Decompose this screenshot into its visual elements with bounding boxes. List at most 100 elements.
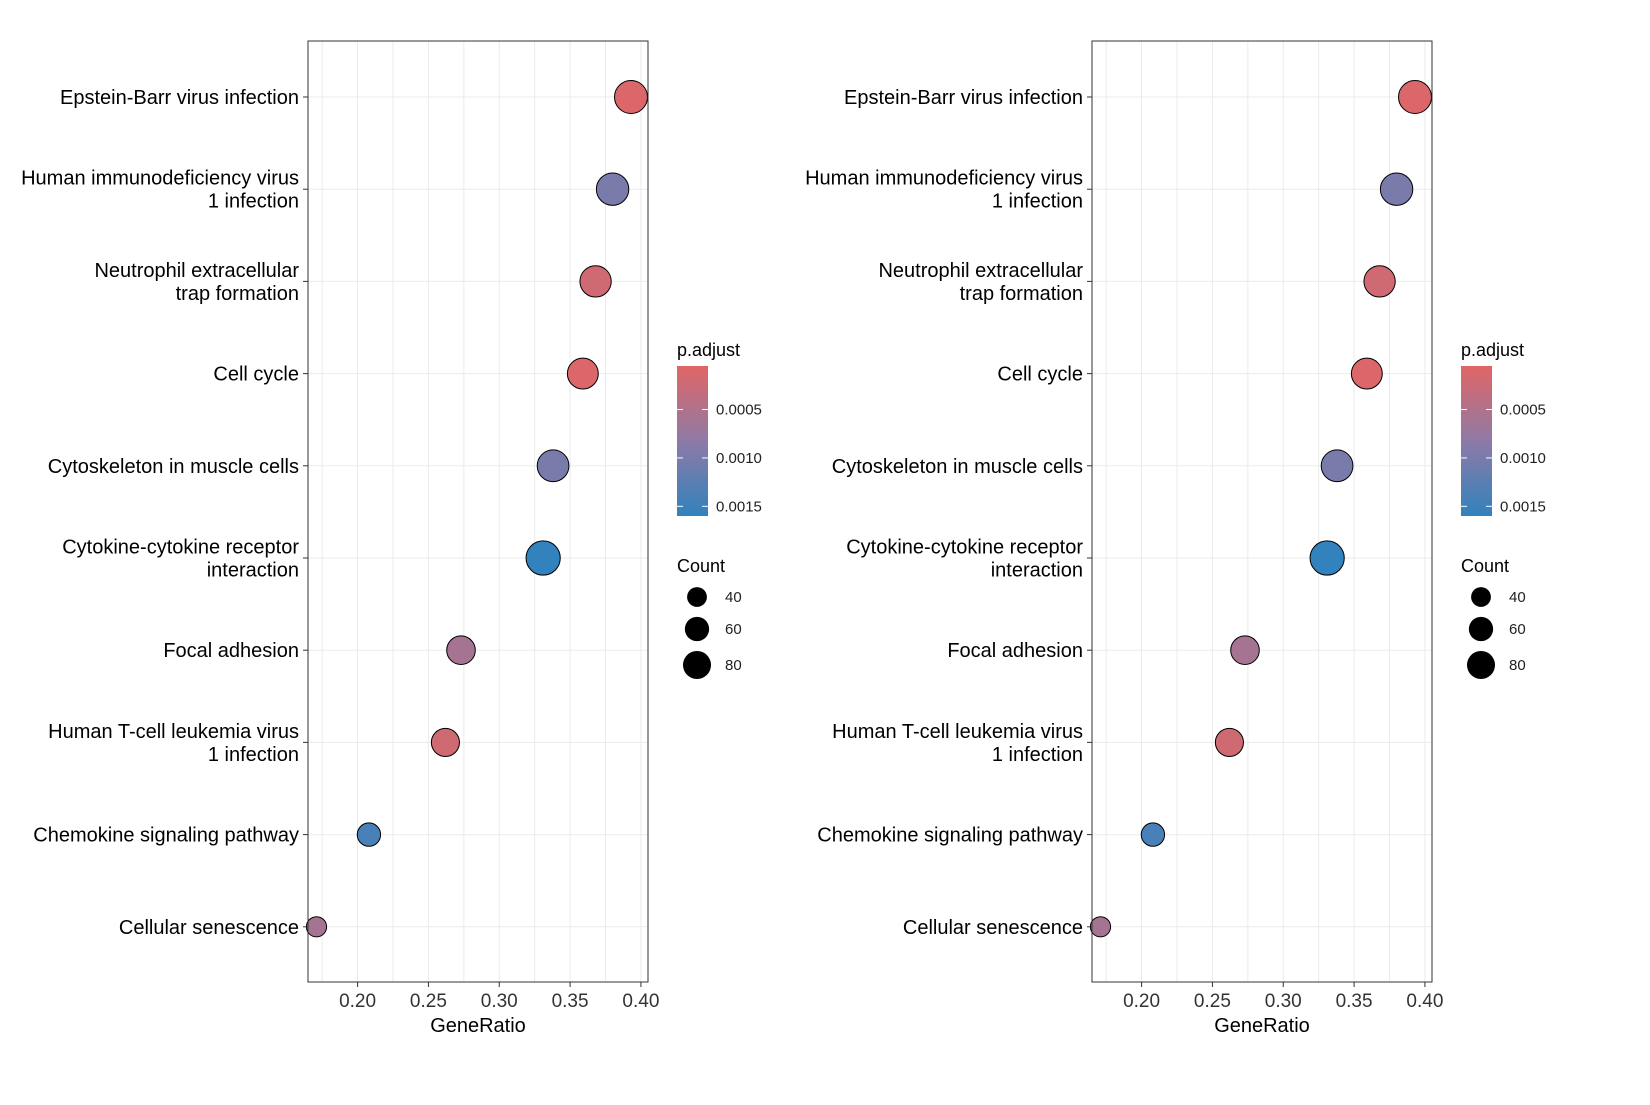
- grid: [1092, 41, 1432, 982]
- data-point: [1363, 265, 1396, 298]
- size-legend-key: [687, 587, 707, 607]
- points: [1089, 80, 1432, 938]
- data-point: [1320, 449, 1354, 483]
- color-legend: p.adjust 0.0005 0.0010 0.0015: [677, 340, 762, 516]
- y-tick-label: Human immunodeficiency virus: [21, 168, 299, 190]
- y-tick-label: Cytoskeleton in muscle cells: [48, 456, 299, 478]
- y-tick-label: Cytoskeleton in muscle cells: [832, 456, 1083, 478]
- panel-border: [307, 40, 649, 983]
- y-tick-label: 1 infection: [208, 191, 299, 213]
- data-point: [1379, 172, 1414, 206]
- color-legend-title: p.adjust: [677, 340, 740, 360]
- x-axis-title: GeneRatio: [1214, 1015, 1310, 1037]
- size-legend-label: 40: [725, 589, 742, 606]
- x-tick-label: 0.40: [1406, 991, 1443, 1012]
- x-tick-label: 0.20: [339, 991, 376, 1012]
- y-tick-label: Chemokine signaling pathway: [33, 825, 299, 847]
- size-legend-label: 60: [1509, 621, 1526, 638]
- y-tick-label: Cell cycle: [997, 364, 1083, 386]
- y-tick-label: Human immunodeficiency virus: [805, 168, 1083, 190]
- color-bar: [1461, 366, 1492, 516]
- y-tick-label: Human T-cell leukemia virus: [832, 721, 1083, 743]
- x-tick-label: 0.20: [1123, 991, 1160, 1012]
- x-axis: 0.20 0.25 0.30 0.35 0.40 GeneRatio: [339, 982, 659, 1037]
- data-point: [525, 540, 561, 576]
- color-legend: p.adjust 0.0005 0.0010 0.0015: [1461, 340, 1546, 516]
- data-point: [1230, 635, 1260, 665]
- y-tick-label: Cytokine-cytokine receptor: [62, 537, 299, 559]
- y-tick-label: Cell cycle: [213, 364, 299, 386]
- y-tick-label: Focal adhesion: [947, 640, 1083, 662]
- y-tick-label: Human T-cell leukemia virus: [48, 721, 299, 743]
- data-point: [305, 916, 328, 938]
- data-point: [446, 635, 476, 665]
- data-point: [614, 80, 648, 114]
- x-tick-label: 0.35: [552, 991, 589, 1012]
- x-tick-label: 0.30: [1265, 991, 1302, 1012]
- color-legend-label: 0.0015: [716, 498, 762, 515]
- y-tick-label: Cytokine-cytokine receptor: [846, 537, 1083, 559]
- data-point: [1398, 80, 1432, 114]
- x-tick-label: 0.40: [622, 991, 659, 1012]
- y-tick-label: trap formation: [176, 283, 299, 305]
- y-tick-label: Chemokine signaling pathway: [817, 825, 1083, 847]
- y-axis: Epstein-Barr virus infection Human immuno…: [21, 87, 308, 939]
- size-legend-label: 80: [725, 657, 742, 674]
- color-legend-label: 0.0010: [716, 450, 762, 467]
- x-tick-label: 0.25: [410, 991, 447, 1012]
- chart-panel-2: Epstein-Barr virus infection Human immuno…: [805, 40, 1546, 1037]
- y-tick-label: Epstein-Barr virus infection: [844, 87, 1083, 109]
- color-legend-label: 0.0015: [1500, 498, 1546, 515]
- size-legend-key: [684, 616, 710, 642]
- y-tick-label: interaction: [991, 560, 1083, 582]
- size-legend-title: Count: [677, 556, 725, 576]
- size-legend-label: 40: [1509, 589, 1526, 606]
- data-point: [1089, 916, 1112, 938]
- size-legend-title: Count: [1461, 556, 1509, 576]
- size-legend-key: [1466, 650, 1496, 680]
- x-tick-label: 0.30: [481, 991, 518, 1012]
- data-point: [595, 172, 630, 206]
- color-legend-label: 0.0005: [716, 402, 762, 419]
- y-tick-label: Neutrophil extracellular: [878, 260, 1083, 282]
- x-axis: 0.20 0.25 0.30 0.35 0.40 GeneRatio: [1123, 982, 1443, 1037]
- x-tick-label: 0.25: [1194, 991, 1231, 1012]
- data-point: [536, 449, 570, 483]
- data-point: [1309, 540, 1345, 576]
- y-tick-label: Neutrophil extracellular: [94, 260, 299, 282]
- y-tick-label: interaction: [207, 560, 299, 582]
- panel-border: [1091, 40, 1433, 983]
- points: [305, 80, 648, 938]
- data-point: [579, 265, 612, 298]
- y-tick-label: Epstein-Barr virus infection: [60, 87, 299, 109]
- size-legend-key: [1471, 587, 1491, 607]
- y-tick-label: Cellular senescence: [119, 917, 299, 939]
- size-legend-key: [682, 650, 712, 680]
- chart-panel-1: Epstein-Barr virus infection Human immuno…: [21, 40, 762, 1037]
- x-tick-label: 0.35: [1336, 991, 1373, 1012]
- size-legend-label: 60: [725, 621, 742, 638]
- color-legend-label: 0.0010: [1500, 450, 1546, 467]
- color-legend-label: 0.0005: [1500, 402, 1546, 419]
- y-tick-label: 1 infection: [992, 744, 1083, 766]
- data-point: [1214, 727, 1244, 757]
- y-tick-label: Cellular senescence: [903, 917, 1083, 939]
- data-point: [430, 727, 460, 757]
- data-point: [1350, 357, 1383, 390]
- y-tick-label: 1 infection: [208, 744, 299, 766]
- size-legend-label: 80: [1509, 657, 1526, 674]
- y-tick-label: trap formation: [960, 283, 1083, 305]
- y-axis: Epstein-Barr virus infection Human immuno…: [805, 87, 1092, 939]
- y-tick-label: 1 infection: [992, 191, 1083, 213]
- data-point: [1140, 822, 1166, 847]
- data-point: [566, 357, 599, 390]
- data-point: [356, 822, 382, 847]
- color-legend-title: p.adjust: [1461, 340, 1524, 360]
- y-tick-label: Focal adhesion: [163, 640, 299, 662]
- size-legend-key: [1468, 616, 1494, 642]
- color-bar: [677, 366, 708, 516]
